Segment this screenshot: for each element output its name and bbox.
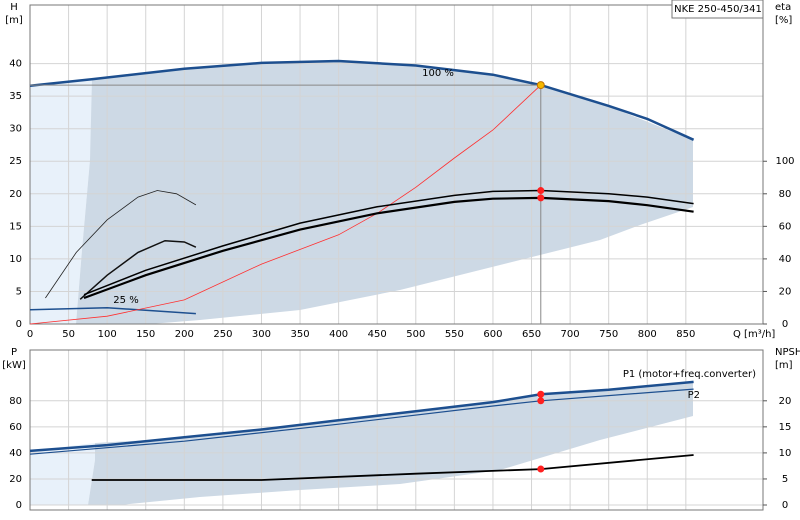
y2-tick-label: 15 [779,422,792,433]
curve [91,454,694,481]
y-tick-label: 30 [9,124,22,135]
curve [29,388,694,455]
operating-point [537,187,545,195]
y-tick-label: 0 [16,319,22,330]
x-tick-label: 250 [213,329,232,340]
operating-point [537,194,545,202]
x-tick-label: 750 [599,329,618,340]
x-tick-label: 550 [445,329,464,340]
x-tick-label: 100 [98,329,117,340]
curve [29,380,694,453]
y2-axis-unit: [%] [775,15,792,26]
operating-point [537,465,545,473]
y2-tick-label: 10 [779,448,792,459]
y-tick-label: 0 [16,500,22,511]
y2-tick-label: 0 [782,319,788,330]
x-tick-label: 700 [561,329,580,340]
y2-tick-label: 0 [782,500,788,511]
operating-point [537,390,545,398]
x-tick-label: 300 [252,329,271,340]
y2-tick-label: 100 [775,156,794,167]
y2-axis-unit: [m] [775,360,793,371]
curve [29,59,695,141]
curve-label: 100 % [422,68,454,79]
operating-point [537,397,545,405]
y-tick-label: 20 [9,189,22,200]
y2-tick-label: 60 [779,221,792,232]
y-tick-label: 10 [9,254,22,265]
plot-frame [29,4,764,325]
y-tick-label: 35 [9,91,22,102]
y2-tick-label: 40 [779,254,792,265]
x-tick-label: 350 [291,329,310,340]
curve [45,190,197,299]
chart-title: NKE 250-450/341 [674,4,762,15]
y-tick-label: 60 [9,422,22,433]
y-axis-unit: [kW] [2,360,26,371]
curve [29,84,542,325]
title-box [671,0,764,19]
operating-point [536,81,545,90]
y2-tick-label: 80 [779,189,792,200]
y-tick-label: 15 [9,221,22,232]
x-tick-label: 800 [638,329,657,340]
x-axis-label: Q [m³/h] [733,329,775,340]
curve [29,306,196,315]
y2-tick-label: 20 [779,396,792,407]
plot-frame [29,349,764,511]
operating-area [30,61,693,505]
x-tick-label: 500 [406,329,425,340]
curve [83,189,694,296]
x-tick-label: 50 [62,329,75,340]
series-label: P2 [688,390,700,401]
y-axis-label: P [11,347,17,358]
curve [83,196,694,300]
x-tick-label: 600 [483,329,502,340]
y2-tick-label: 20 [779,286,792,297]
y-tick-label: 20 [9,474,22,485]
y-tick-label: 5 [16,286,22,297]
y2-axis-label: NPSH [775,347,800,358]
y-tick-label: 40 [9,448,22,459]
y-tick-label: 80 [9,396,22,407]
x-tick-label: 400 [329,329,348,340]
curve [79,239,197,300]
y-tick-label: 25 [9,156,22,167]
y-axis-unit: [m] [5,15,23,26]
curve-label: 25 % [113,295,138,306]
x-tick-label: 0 [27,329,33,340]
x-tick-label: 450 [368,329,387,340]
x-tick-label: 150 [136,329,155,340]
y-axis-label: H [10,2,18,13]
series-label: P1 (motor+freq.converter) [623,369,756,380]
x-tick-label: 200 [175,329,194,340]
x-tick-label: 650 [522,329,541,340]
y2-tick-label: 5 [782,474,788,485]
y-tick-label: 40 [9,59,22,70]
y2-axis-label: eta [775,2,791,13]
x-tick-label: 850 [676,329,695,340]
